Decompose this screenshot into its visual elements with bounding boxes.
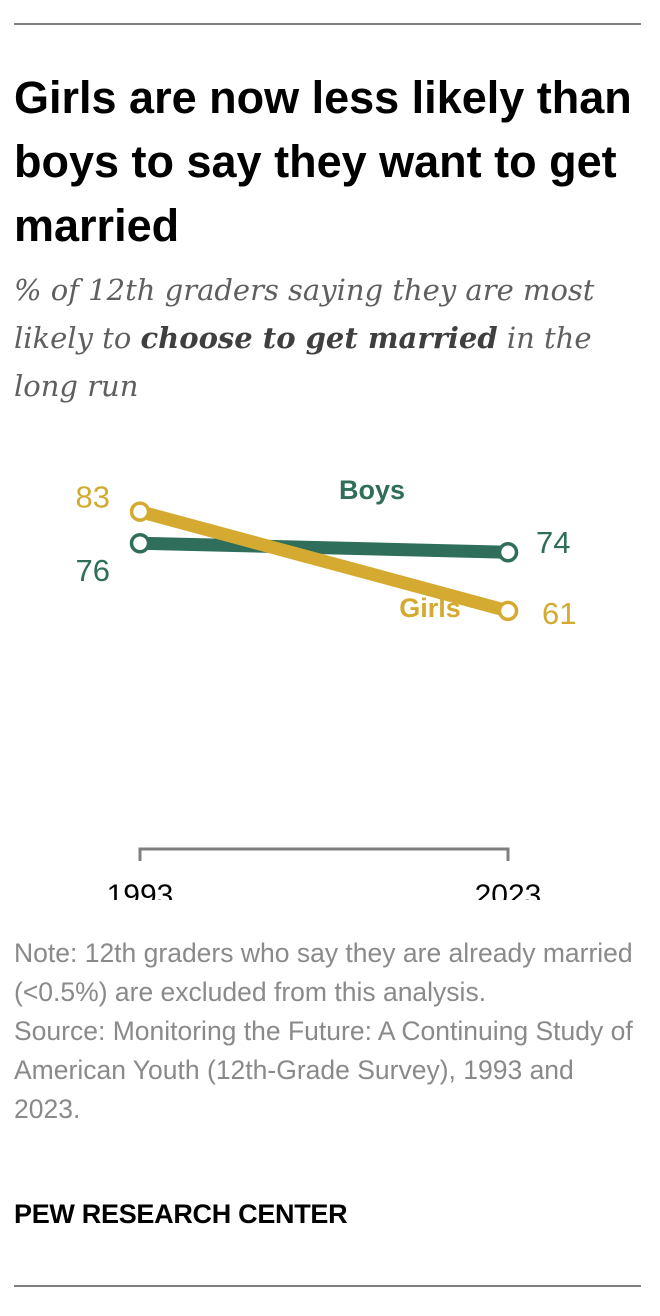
subtitle-text-start: % of 12th graders saying they are most l…: [14, 273, 595, 355]
subtitle-text-end: in the long run: [14, 321, 592, 403]
bottom-rule: [14, 1285, 641, 1287]
girls-label-2023: 61: [542, 596, 576, 631]
x-axis-line: [138, 847, 510, 861]
publisher-brand: PEW RESEARCH CENTER: [14, 1199, 348, 1229]
chart-subtitle: % of 12th graders saying they are most l…: [14, 266, 634, 410]
series-points: [129, 501, 519, 622]
line-chart: 1993 2023 83 76 74 61 Boys Girls: [76, 475, 577, 900]
girls-point-2023: [497, 600, 519, 622]
top-rule: [14, 23, 641, 25]
x-tick-label-1993: 1993: [107, 879, 174, 900]
data-labels: 83 76 74 61 Boys Girls: [76, 475, 577, 631]
x-tick-label-2023: 2023: [475, 879, 542, 900]
chart-note: Note: 12th graders who say they are alre…: [14, 934, 644, 1129]
girls-series-name: Girls: [399, 593, 461, 623]
girls-point-1993: [129, 501, 151, 522]
subtitle-emphasis: choose to get married: [140, 321, 498, 355]
girls-series-line: [133, 505, 515, 618]
x-axis: 1993 2023: [107, 847, 542, 900]
chart-title: Girls are now less likely than boys to s…: [14, 72, 632, 251]
boys-series-name: Boys: [339, 475, 405, 505]
boys-series-line: [133, 536, 515, 559]
source-text: Source: Monitoring the Future: A Continu…: [14, 1016, 633, 1124]
boys-point-1993: [129, 532, 151, 554]
boys-label-1993: 76: [76, 553, 110, 588]
boys-point-2023: [497, 541, 519, 563]
series-lines: [133, 505, 515, 618]
note-text: Note: 12th graders who say they are alre…: [14, 938, 633, 1007]
boys-label-2023: 74: [536, 525, 570, 560]
girls-label-1993: 83: [76, 480, 110, 515]
